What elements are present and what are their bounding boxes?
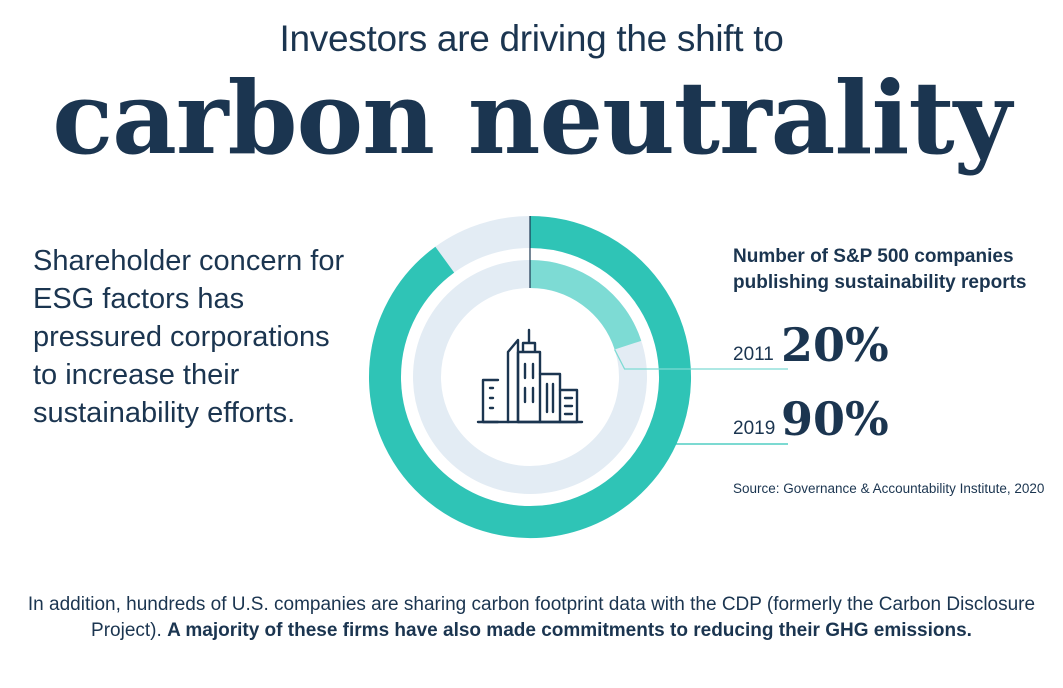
chart-title: Number of S&P 500 companies publishing s… [733, 246, 1027, 293]
inner-disc [442, 289, 618, 465]
year-label-2011: 2011 [733, 344, 774, 365]
percent-value-2019: 90% [781, 392, 889, 446]
source-note: Source: Governance & Accountability Inst… [733, 481, 1045, 496]
arc-2019 [369, 216, 691, 538]
percent-value-2011: 20% [781, 318, 889, 372]
footer-text: In addition, hundreds of U.S. companies … [0, 592, 1063, 644]
intro-text: Shareholder concern for ESG factors has … [33, 245, 345, 429]
footer-normal-text: In addition, hundreds of U.S. companies … [27, 594, 1036, 641]
year-label-2019: 2019 [733, 418, 776, 439]
footer-bold-text: A majority of these firms have also made… [167, 620, 972, 641]
arc-2011 [529, 260, 642, 350]
leader-line-2011 [614, 349, 788, 370]
page-title: carbon neutrality [52, 59, 1012, 177]
donut-chart [369, 216, 788, 538]
city-buildings-icon [476, 328, 584, 424]
page-subtitle: Investors are driving the shift to [279, 18, 784, 59]
